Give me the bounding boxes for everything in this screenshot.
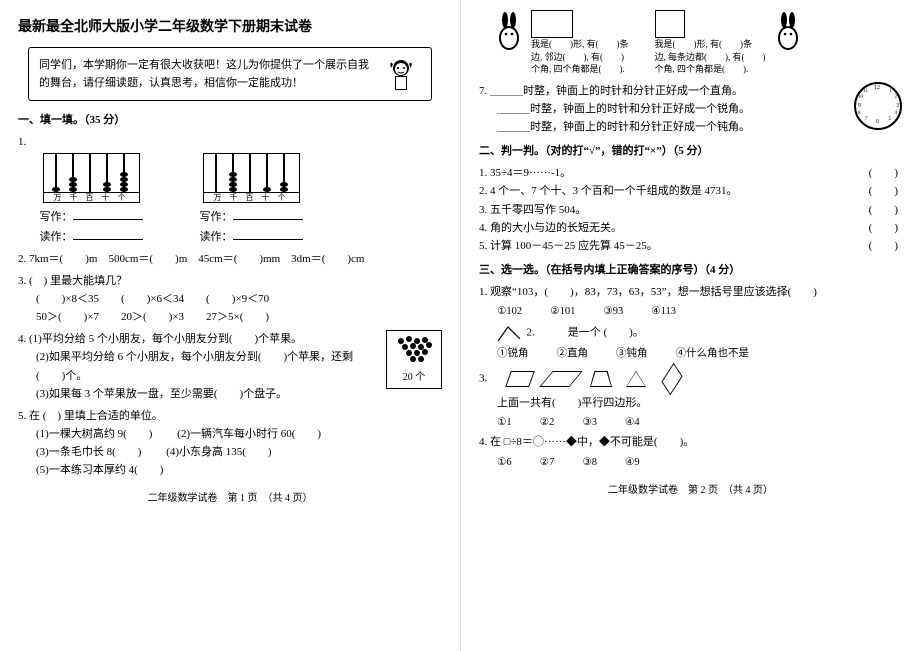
student-girl-icon [381,54,421,94]
j1: 1. 35÷4＝9······-1。( ) [479,164,902,182]
abacus-2: 万 千 百 十 个 [196,153,306,203]
grapes-count: 20 个 [389,370,439,387]
grapes-box: 20 个 [386,330,442,389]
section-1-head: 一、填一填。（35 分） [18,111,442,129]
q1-num: 1. [18,136,26,148]
page-2-footer: 二年级数学试卷 第 2 页 （共 4 页） [479,483,902,500]
trapezoid-icon [590,371,612,387]
fig1-line1: 我是( )形, 有( )条 [531,38,629,51]
fig2-line2: 边, 每条边都( ), 有( ) [655,51,766,64]
q2: 2. 7km＝( )m 500cm＝( )m 45cm＝( )mm 3dm＝( … [18,250,442,268]
j5: 5. 计算 100－45－25 应先算 45－25。( ) [479,237,902,255]
blank[interactable] [73,207,143,220]
page-1-footer: 二年级数学试卷 第 1 页 （共 4 页） [18,491,442,508]
abacus-labels: 万 千 百 十 个 [204,192,299,202]
q7: 12 3 6 9 1 2 4 5 7 8 10 11 7. ＿＿＿时整，钟面上的… [479,82,902,136]
s1-opts: ①102②101 ③93④113 [497,303,902,320]
rhombus-icon [661,363,682,396]
s2: 2. 是一个 ( )。 [479,323,902,343]
s3-caption: 上面一共有( )平行四边形。 [479,394,902,412]
abacus-labels: 万 千 百 十 个 [44,192,139,202]
square-shape [655,10,685,38]
grapes-icon [391,333,437,363]
section-2-head: 二、判一判。（对的打“√”，错的打“×”）（5 分） [479,142,902,160]
rectangle-shape [531,10,573,38]
j2: 2. 4 个一、7 个十、3 个百和一个千组成的数是 4731。( ) [479,182,902,200]
fig1-line3: 个角, 四个角都是( ). [531,63,629,76]
s4: 4. 在 □÷8＝◯······◆中，◆不可能是( )。 [479,433,902,451]
page-1: 最新最全北师大版小学二年级数学下册期末试卷 同学们，本学期你一定有很大收获吧！这… [0,0,460,651]
fig2-line1: 我是( )形, 有( )条 [655,38,766,51]
s1: 1. 观察“103，( )，83，73，63，53”，想一想括号里应该选择( ) [479,283,902,301]
blank[interactable] [73,227,143,240]
abacus-1: 万 千 百 十 个 [36,153,146,203]
j3: 3. 五千零四写作 504。( ) [479,201,902,219]
read-label: 读作： [40,231,73,243]
intro-box: 同学们，本学期你一定有很大收获吧！这儿为你提供了一个展示自我的舞台，请仔细读题，… [28,47,432,101]
q6-figures: 我是( )形, 有( )条 边, 邻边( ), 有( ) 个角, 四个角都是( … [491,10,902,76]
blank[interactable] [233,207,303,220]
rabbit-right-icon [770,10,806,52]
s3: 3. [479,364,902,394]
parallelogram-icon [505,371,535,387]
s2-opts: ①锐角②直角 ③钝角④什么角也不是 [497,345,902,362]
q1: 1. 万 千 百 十 个 [18,133,442,245]
write-label: 写作： [40,211,73,223]
fig1-line2: 边, 邻边( ), 有( ) [531,51,629,64]
exam-title: 最新最全北师大版小学二年级数学下册期末试卷 [18,16,442,39]
s4-opts: ①6②7 ③8④9 [497,454,902,471]
intro-text: 同学们，本学期你一定有很大收获吧！这儿为你提供了一个展示自我的舞台，请仔细读题，… [39,56,375,92]
j4: 4. 角的大小与边的长短无关。( ) [479,219,902,237]
clock-icon: 12 3 6 9 1 2 4 5 7 8 10 11 [854,82,902,130]
fig2-line3: 个角, 四个角都是( ). [655,63,766,76]
section-3-head: 三、选一选。（在括号内填上正确答案的序号）（4 分） [479,261,902,279]
rabbit-left-icon [491,10,527,52]
q5: 5. 在 ( ) 里填上合适的单位。 (1)一棵大树高约 9( ) (2)一辆汽… [18,407,442,480]
angle-icon [494,323,524,343]
diamond-flat-icon [539,371,582,387]
q3: 3. ( ) 里最大能填几？ ( )×8＜35 ( )×6＜34 ( )×9＜7… [18,272,442,326]
q4: 20 个 4. (1)平均分给 5 个小朋友，每个小朋友分到( )个苹果。 (2… [18,330,442,403]
blank[interactable] [233,227,303,240]
page-2: 我是( )形, 有( )条 边, 邻边( ), 有( ) 个角, 四个角都是( … [460,0,920,651]
s3-opts: ①1②2 ③3④4 [497,414,902,431]
triangle-icon [626,371,646,387]
